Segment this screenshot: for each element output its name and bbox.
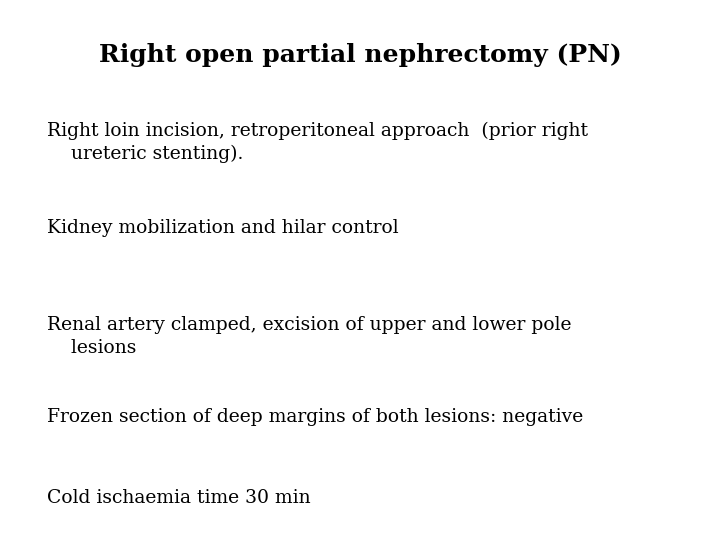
Text: Kidney mobilization and hilar control: Kidney mobilization and hilar control <box>47 219 398 237</box>
Text: Right open partial nephrectomy (PN): Right open partial nephrectomy (PN) <box>99 43 621 67</box>
Text: Renal artery clamped, excision of upper and lower pole
    lesions: Renal artery clamped, excision of upper … <box>47 316 571 357</box>
Text: Right loin incision, retroperitoneal approach  (prior right
    ureteric stentin: Right loin incision, retroperitoneal app… <box>47 122 588 163</box>
Text: Cold ischaemia time 30 min: Cold ischaemia time 30 min <box>47 489 310 507</box>
Text: Frozen section of deep margins of both lesions: negative: Frozen section of deep margins of both l… <box>47 408 583 426</box>
